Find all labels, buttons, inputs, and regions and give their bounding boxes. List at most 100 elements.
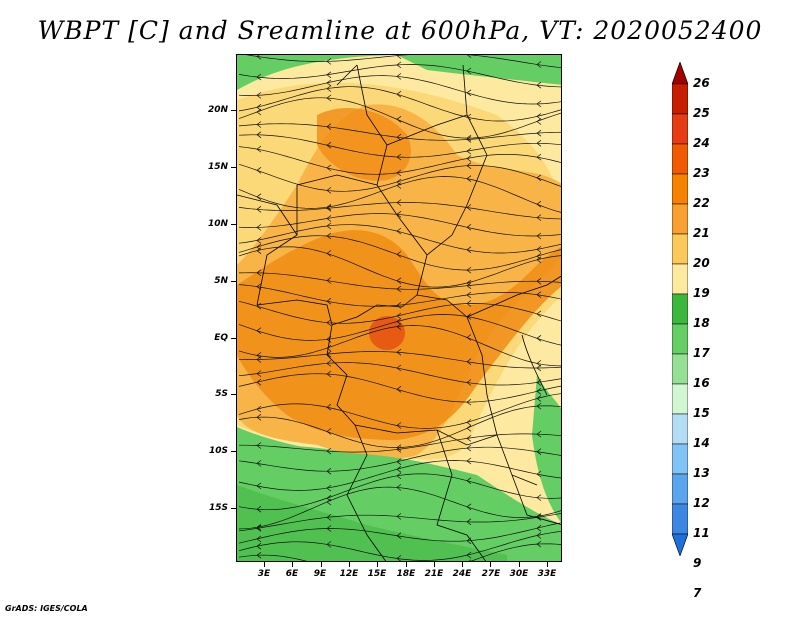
country-borders <box>237 64 561 561</box>
streamline-arrow <box>536 81 542 89</box>
streamline-arrow <box>536 402 542 410</box>
streamline <box>238 64 561 88</box>
streamline-arrow <box>396 302 402 309</box>
colorbar-swatch <box>672 473 688 505</box>
streamline-arrow <box>326 467 332 475</box>
streamline-arrow <box>536 291 542 298</box>
streamline-arrow <box>536 214 542 221</box>
streamline-arrow <box>466 358 472 365</box>
streamline-arrow <box>256 356 262 363</box>
streamline-arrow <box>256 327 262 334</box>
streamline-arrow <box>536 513 542 520</box>
colorbar-label: 18 <box>693 316 710 330</box>
colorbar-label: 7 <box>693 586 702 600</box>
streamline-arrow <box>466 457 472 465</box>
streamline-arrow <box>396 484 402 491</box>
lat-tick <box>231 508 236 509</box>
streamline-arrow <box>536 118 542 125</box>
colorbar-swatch <box>672 143 688 175</box>
streamline <box>238 531 561 561</box>
colorbar-swatch <box>672 503 688 535</box>
streamline <box>238 543 561 561</box>
lon-label-21e: 21E <box>424 569 444 579</box>
lat-label-15n: 15N <box>207 162 228 172</box>
streamline-arrow <box>326 141 332 149</box>
streamline-arrow <box>466 503 472 511</box>
lat-tick <box>231 224 236 225</box>
streamline-arrow <box>256 167 262 174</box>
streamline-arrow <box>326 123 332 130</box>
streamline-arrow <box>256 131 262 139</box>
streamline-arrow <box>256 108 262 116</box>
streamline-arrow <box>256 224 262 231</box>
lon-tick <box>547 562 548 567</box>
lat-label-10s: 10S <box>208 446 228 456</box>
streamline-arrow <box>396 133 402 141</box>
streamline-arrow <box>256 524 262 531</box>
streamline-arrow <box>466 444 472 452</box>
streamline-arrow <box>256 535 262 543</box>
streamline <box>238 224 561 254</box>
streamline-arrow <box>326 428 332 435</box>
streamline <box>238 246 561 288</box>
colorbar-swatch <box>672 323 688 355</box>
colorbar-label: 11 <box>693 526 710 540</box>
streamline-arrow <box>536 388 542 395</box>
colorbar-swatch <box>672 443 688 475</box>
streamline <box>238 405 561 448</box>
streamline <box>238 522 561 544</box>
streamline-arrow <box>466 313 472 320</box>
streamline-arrow <box>326 514 332 521</box>
colorbar-swatch <box>672 383 688 415</box>
streamline-arrow <box>396 153 402 161</box>
streamline-arrow <box>256 73 262 81</box>
streamline <box>238 134 561 158</box>
streamline-arrow <box>396 55 402 59</box>
streamline-arrow <box>326 403 332 411</box>
streamline-arrow <box>256 237 262 244</box>
lat-label-5n: 5N <box>214 276 228 286</box>
streamline-arrow <box>466 175 472 182</box>
streamline-arrow <box>256 542 262 550</box>
streamline <box>238 146 561 175</box>
colorbar-label: 15 <box>693 406 710 420</box>
zone-green-east <box>532 375 561 523</box>
streamline-arrow <box>256 206 262 213</box>
lat-label-eq: EQ <box>214 333 228 343</box>
streamline-arrow <box>466 67 472 75</box>
lon-label-18e: 18E <box>396 569 416 579</box>
lon-tick <box>462 562 464 567</box>
streamline-arrow <box>256 104 262 111</box>
streamline-arrow <box>536 153 542 161</box>
colorbar <box>672 62 688 556</box>
streamline <box>238 284 561 307</box>
streamline-arrow <box>326 203 332 211</box>
streamline-arrow <box>396 116 402 123</box>
colorbar-swatch <box>672 83 688 115</box>
streamline-arrow <box>256 247 262 254</box>
streamline-arrow <box>466 113 472 121</box>
streamline-arrow <box>256 525 262 532</box>
streamline-arrow <box>536 494 542 501</box>
lat-label-10n: 10N <box>207 219 228 229</box>
colorbar-label: 25 <box>693 106 710 120</box>
streamline-arrow <box>326 297 332 305</box>
streamline-arrow <box>326 215 332 222</box>
colorbar-label: 20 <box>693 256 710 270</box>
colorbar-label: 24 <box>693 136 710 150</box>
streamline-arrow <box>536 524 542 532</box>
streamline-arrow <box>466 155 472 162</box>
streamline-arrow <box>396 285 402 293</box>
lon-tick <box>405 562 407 567</box>
streamline-arrow <box>396 444 402 451</box>
colorbar-swatch <box>672 203 688 235</box>
streamline <box>238 314 561 346</box>
streamline-arrow <box>326 71 332 79</box>
colorbar-swatch <box>672 113 688 145</box>
streamline-arrow <box>466 334 472 341</box>
map-panel <box>236 54 562 562</box>
streamline-arrow <box>396 182 402 189</box>
lon-label-12e: 12E <box>339 569 359 579</box>
streamline-arrow <box>256 505 262 513</box>
streamline-arrow <box>536 430 542 438</box>
